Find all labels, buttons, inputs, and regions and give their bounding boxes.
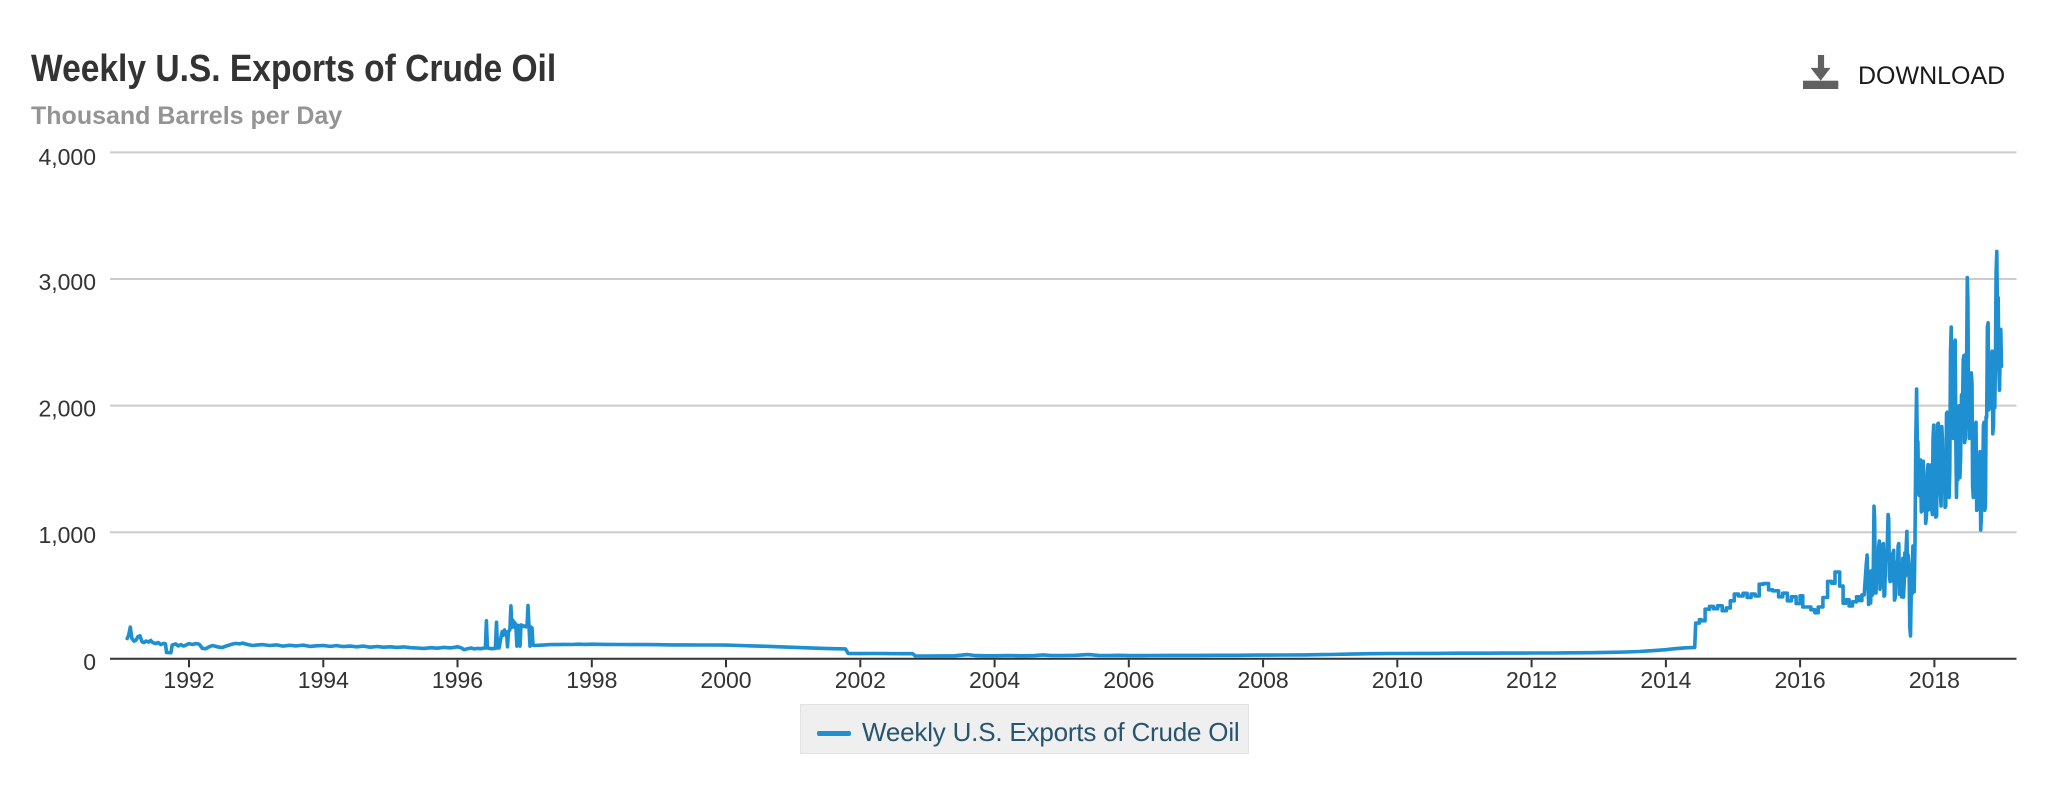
- svg-text:1,000: 1,000: [38, 522, 96, 548]
- svg-text:4,000: 4,000: [38, 144, 96, 170]
- svg-text:1996: 1996: [432, 667, 483, 693]
- svg-text:2004: 2004: [969, 667, 1020, 693]
- svg-text:1992: 1992: [163, 667, 214, 693]
- svg-text:2,000: 2,000: [38, 396, 96, 422]
- svg-text:2016: 2016: [1775, 667, 1826, 693]
- svg-text:3,000: 3,000: [38, 269, 96, 295]
- svg-text:2010: 2010: [1372, 667, 1423, 693]
- svg-text:2018: 2018: [1909, 667, 1960, 693]
- svg-text:2006: 2006: [1103, 667, 1154, 693]
- svg-text:2012: 2012: [1506, 667, 1557, 693]
- svg-text:2014: 2014: [1640, 667, 1691, 693]
- svg-text:2002: 2002: [835, 667, 886, 693]
- svg-text:0: 0: [83, 649, 96, 675]
- svg-text:1998: 1998: [566, 667, 617, 693]
- svg-text:1994: 1994: [298, 667, 349, 693]
- svg-text:2000: 2000: [700, 667, 751, 693]
- svg-text:2008: 2008: [1238, 667, 1289, 693]
